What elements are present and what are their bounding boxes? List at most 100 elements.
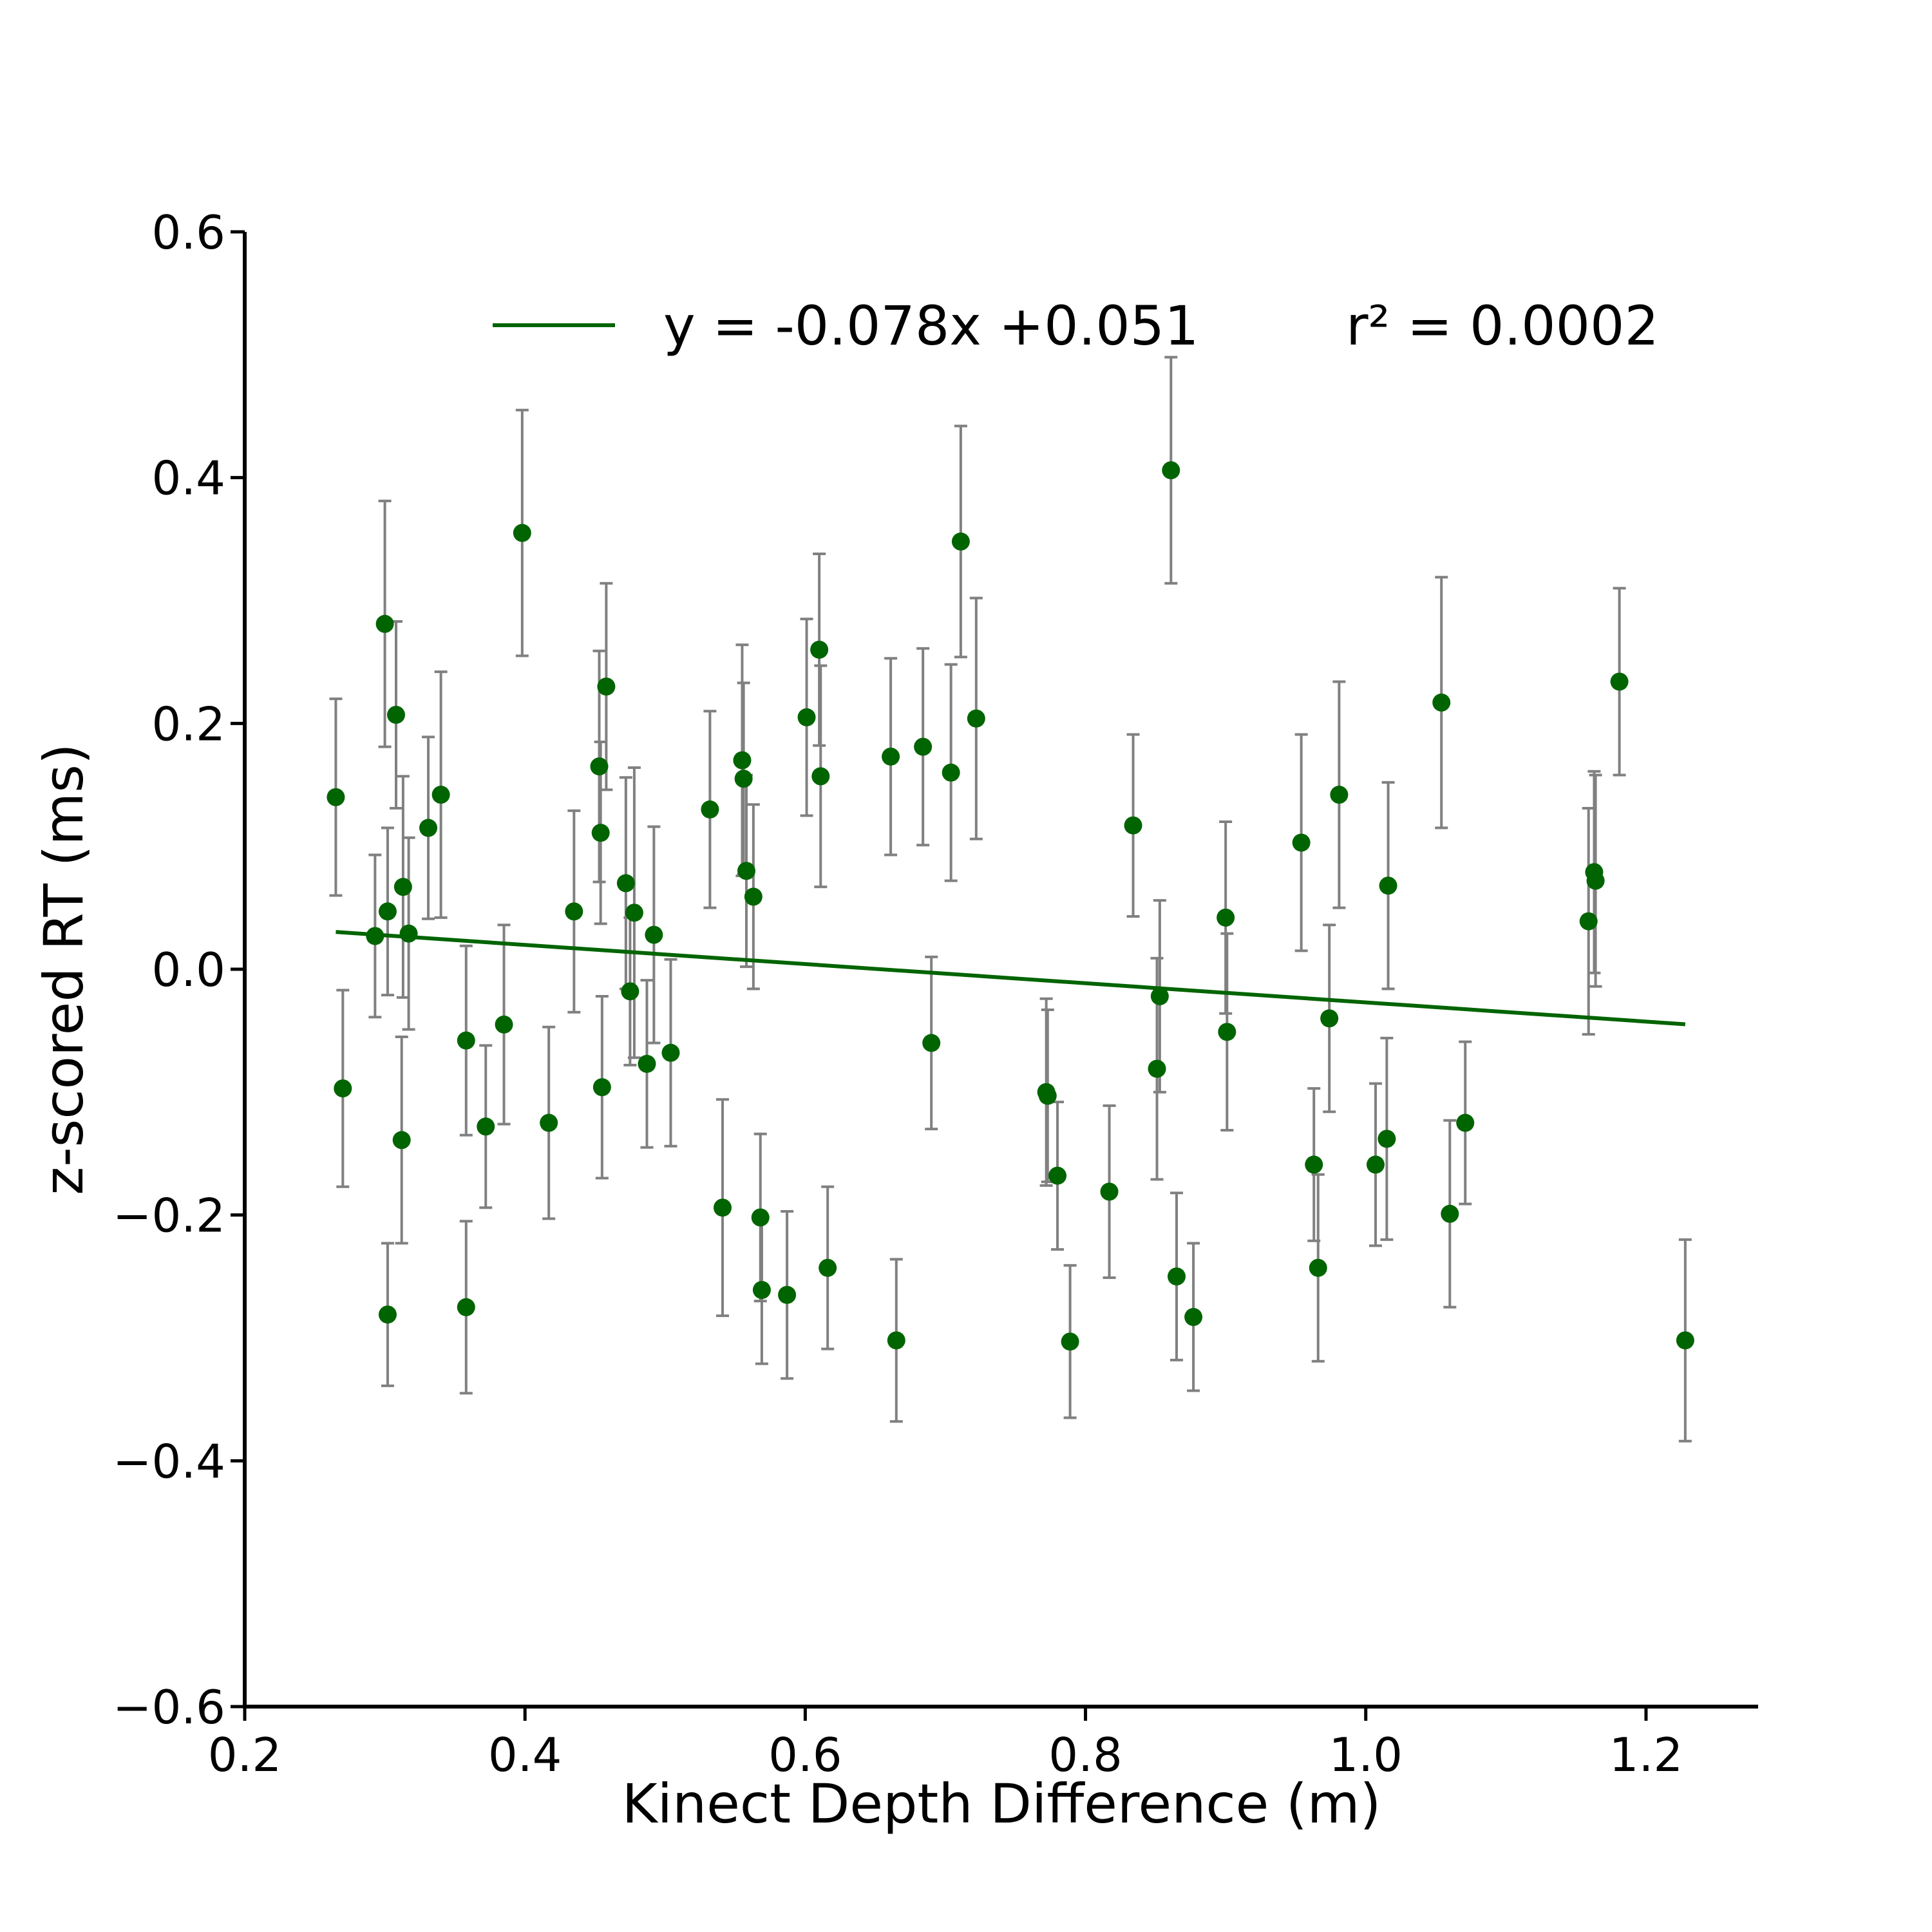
data-point xyxy=(752,1281,771,1300)
error-bars xyxy=(329,355,1692,1443)
data-point xyxy=(1148,1059,1166,1078)
data-point xyxy=(1038,1086,1057,1105)
data-point xyxy=(638,1054,656,1073)
data-point xyxy=(366,927,384,945)
data-point xyxy=(1100,1182,1119,1201)
data-point xyxy=(1378,1130,1396,1148)
data-point xyxy=(375,614,394,633)
data-point xyxy=(1061,1332,1079,1351)
data-point xyxy=(477,1117,495,1136)
data-point xyxy=(1379,876,1397,895)
data-point xyxy=(591,824,610,842)
x-axis-label: Kinect Depth Difference (m) xyxy=(622,1772,1381,1835)
data-point xyxy=(734,770,753,788)
data-point xyxy=(811,767,830,786)
data-point xyxy=(387,705,405,724)
y-tick-label: 0.6 xyxy=(151,205,225,260)
data-point xyxy=(378,902,397,921)
data-point xyxy=(597,677,616,696)
y-tick-label: −0.4 xyxy=(113,1434,225,1488)
data-point xyxy=(1579,912,1598,931)
data-point xyxy=(378,1305,397,1324)
data-point xyxy=(737,862,755,880)
data-point xyxy=(887,1331,905,1350)
data-point xyxy=(1432,693,1451,712)
data-point xyxy=(1162,461,1180,480)
data-point xyxy=(592,1078,611,1097)
data-point xyxy=(882,747,900,766)
data-point xyxy=(1150,987,1169,1005)
data-point xyxy=(327,788,345,806)
data-point xyxy=(513,524,531,542)
data-point xyxy=(751,1208,770,1227)
data-point xyxy=(1330,786,1349,804)
data-point xyxy=(1441,1204,1459,1223)
data-point xyxy=(1456,1113,1475,1132)
data-point xyxy=(1217,908,1235,927)
data-point xyxy=(457,1298,475,1316)
data-point xyxy=(1676,1331,1694,1350)
data-point xyxy=(419,819,438,837)
data-point xyxy=(744,887,762,906)
x-tick-label: 0.4 xyxy=(488,1728,562,1782)
data-point xyxy=(431,786,450,804)
data-point xyxy=(942,763,960,782)
x-tick-label: 0.2 xyxy=(208,1728,282,1782)
data-point xyxy=(914,737,933,756)
data-point xyxy=(778,1285,797,1304)
y-tick-label: −0.6 xyxy=(113,1680,225,1734)
data-point xyxy=(922,1034,941,1052)
data-point xyxy=(590,757,609,776)
axes xyxy=(243,232,1758,1709)
y-tick-label: −0.2 xyxy=(113,1189,225,1243)
data-point xyxy=(399,924,418,943)
data-point xyxy=(713,1198,732,1217)
data-point xyxy=(1366,1155,1385,1174)
data-point xyxy=(392,1131,411,1150)
x-tick-label: 1.2 xyxy=(1609,1728,1683,1782)
data-point xyxy=(797,708,816,726)
data-point xyxy=(495,1015,513,1034)
data-point xyxy=(819,1258,837,1277)
data-point xyxy=(1167,1267,1186,1286)
data-point xyxy=(1320,1009,1339,1028)
y-tick-label: 0.4 xyxy=(151,451,225,506)
data-point xyxy=(540,1113,558,1132)
x-tick-label: 0.8 xyxy=(1048,1728,1122,1782)
data-point xyxy=(334,1079,352,1098)
data-point xyxy=(661,1043,680,1062)
regression-line xyxy=(336,930,1686,1027)
data-point xyxy=(1048,1166,1067,1185)
data-point xyxy=(1124,816,1142,835)
data-point xyxy=(565,902,583,921)
data-point xyxy=(457,1031,475,1050)
data-points xyxy=(327,461,1694,1351)
y-ticks: −0.6 −0.4 −0.2 0.0 0.2 0.4 0.6 xyxy=(113,205,245,1734)
data-point xyxy=(616,874,635,893)
data-point xyxy=(701,800,719,819)
fit-line-group xyxy=(336,930,1686,1027)
data-point xyxy=(1586,871,1605,890)
data-point xyxy=(810,640,829,659)
data-point xyxy=(1309,1258,1327,1277)
data-point xyxy=(1610,672,1629,691)
legend: y = -0.078x +0.051 r² = 0.0002 xyxy=(493,294,1659,357)
data-point xyxy=(1184,1308,1203,1327)
data-point xyxy=(733,751,752,770)
data-point xyxy=(1292,833,1311,852)
data-point xyxy=(967,709,985,728)
y-axis-label: z-scored RT (ms) xyxy=(32,743,95,1195)
legend-r-squared: r² = 0.0002 xyxy=(1346,294,1659,357)
data-point xyxy=(621,982,639,1001)
x-ticks: 0.2 0.4 0.6 0.8 1.0 1.2 xyxy=(208,1707,1683,1782)
data-point xyxy=(645,925,663,944)
x-tick-label: 1.0 xyxy=(1329,1728,1403,1782)
y-tick-label: 0.2 xyxy=(151,697,225,751)
data-point xyxy=(393,878,412,896)
y-tick-label: 0.0 xyxy=(151,943,225,997)
x-tick-label: 0.6 xyxy=(768,1728,842,1782)
data-point xyxy=(625,904,643,922)
data-point xyxy=(1218,1023,1236,1041)
data-point xyxy=(1305,1155,1323,1174)
